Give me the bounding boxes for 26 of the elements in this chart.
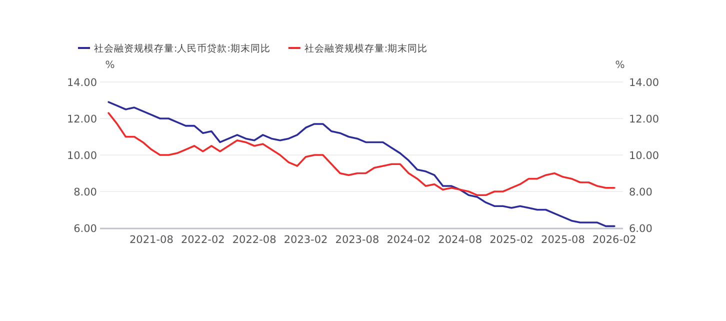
x-tick-label: 2023-08 [335, 234, 380, 246]
y-tick-label: 8.00 [74, 186, 97, 198]
line-series [108, 112, 616, 196]
y2-tick-label: 10.00 [629, 150, 660, 162]
y2-tick-label: 6.00 [629, 223, 652, 235]
x-tick-label: 2023-02 [284, 234, 328, 246]
y-tick-label: 6.00 [74, 223, 97, 235]
y2-tick-label: 12.00 [629, 114, 660, 126]
x-tick-label: 2021-08 [130, 234, 174, 246]
y2-tick-label: 14.00 [629, 77, 660, 89]
x-tick-label: 2022-08 [232, 234, 276, 246]
y-tick-label: 10.00 [66, 150, 97, 162]
x-tick-label: 2024-08 [438, 234, 482, 246]
x-tick-label: 2024-02 [386, 234, 431, 246]
legend-label: 社会融资规模存量:人民币贷款:期末同比 [94, 42, 270, 54]
y-tick-label: 12.00 [66, 114, 97, 126]
legend-label: 社会融资规模存量:期末同比 [304, 42, 428, 54]
line-series [108, 101, 616, 228]
x-tick-label: 2025-08 [541, 234, 585, 246]
x-tick-label: 2022-02 [180, 234, 225, 246]
x-tick-label: 2025-02 [490, 234, 534, 246]
y-axis-title: % [105, 60, 115, 71]
y2-axis-title: % [615, 60, 625, 71]
y-tick-label: 14.00 [66, 77, 97, 89]
x-tick-label: 2026-02 [592, 234, 636, 246]
y2-tick-label: 8.00 [629, 186, 652, 198]
